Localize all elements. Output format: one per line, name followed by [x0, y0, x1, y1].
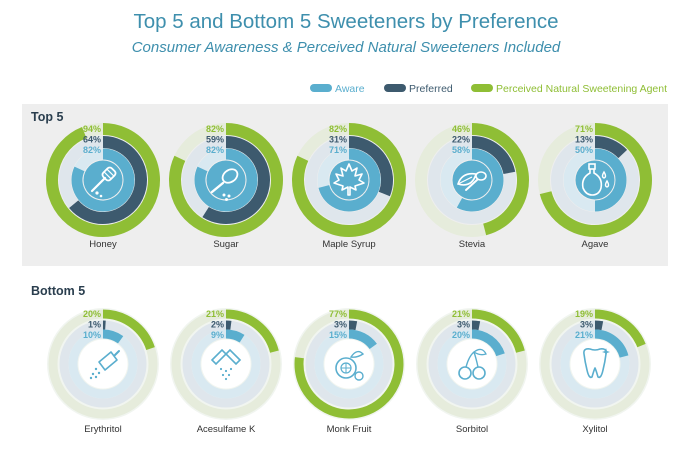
aware-arc	[471, 329, 505, 357]
aware-arc	[71, 148, 135, 212]
item-label: Erythritol	[84, 424, 121, 435]
item-label: Acesulfame K	[197, 424, 256, 435]
natural-value: 71%	[575, 124, 593, 134]
legend: Aware Preferred Perceived Natural Sweete…	[310, 83, 667, 95]
natural-arc	[169, 123, 283, 237]
preferred-value: 59%	[206, 135, 224, 145]
donut-acesulfame-k: 21%2%9% Acesulfame K	[170, 308, 282, 435]
aware-arc	[594, 148, 627, 212]
aware-arc	[348, 329, 377, 350]
donut-charts: 94%64%82%Honey82%59%82%Sugar82%31%71%Map…	[46, 123, 652, 435]
donut-honey: 94%64%82% Honey	[46, 123, 160, 250]
donut-xylitol: 19%3%21% Xylitol	[539, 308, 651, 435]
aware-value: 15%	[329, 330, 347, 340]
item-label: Sugar	[213, 239, 238, 250]
donut-sugar: 82%59%82% Sugar	[169, 123, 283, 250]
item-label: Stevia	[459, 239, 486, 250]
preferred-value: 64%	[83, 135, 101, 145]
chart-title: Top 5 and Bottom 5 Sweeteners by Prefere…	[133, 10, 558, 33]
aware-arc	[194, 148, 258, 212]
donut-stevia: 46%22%58% Stevia	[415, 123, 529, 250]
icon-disc	[201, 339, 251, 389]
icon-disc	[447, 339, 497, 389]
item-label: Agave	[582, 239, 609, 250]
aware-value: 9%	[211, 330, 224, 340]
preferred-arc	[471, 320, 481, 331]
legend-label-aware: Aware	[335, 83, 365, 95]
chart-subtitle: Consumer Awareness & Perceived Natural S…	[132, 39, 561, 56]
legend-label-preferred: Preferred	[409, 83, 453, 95]
aware-value: 58%	[452, 145, 470, 155]
legend-swatch-natural	[471, 84, 493, 92]
natural-value: 77%	[329, 309, 347, 319]
aware-arc	[456, 148, 504, 212]
preferred-value: 3%	[457, 320, 470, 330]
item-label: Sorbitol	[456, 424, 488, 435]
natural-arc	[292, 123, 406, 237]
item-label: Honey	[89, 239, 117, 250]
aware-value: 82%	[83, 145, 101, 155]
natural-value: 21%	[206, 309, 224, 319]
natural-arc	[539, 123, 652, 237]
preferred-arc	[202, 136, 270, 224]
item-label: Xylitol	[582, 424, 607, 435]
natural-value: 46%	[452, 124, 470, 134]
preferred-value: 13%	[575, 135, 593, 145]
natural-arc	[225, 309, 279, 353]
section-label-bottom-5: Bottom 5	[31, 284, 85, 298]
preferred-value: 2%	[211, 320, 224, 330]
preferred-value: 1%	[88, 320, 101, 330]
icon-disc	[329, 160, 369, 200]
aware-value: 21%	[575, 330, 593, 340]
item-label: Maple Syrup	[322, 239, 375, 250]
natural-arc	[102, 309, 155, 351]
natural-value: 94%	[83, 124, 101, 134]
icon-disc	[575, 160, 615, 200]
legend-swatch-aware	[310, 84, 332, 92]
item-label: Monk Fruit	[327, 424, 372, 435]
aware-arc	[318, 148, 381, 212]
natural-arc	[471, 123, 529, 236]
preferred-arc	[471, 136, 516, 175]
donut-sorbitol: 21%3%20% Sorbitol	[416, 308, 528, 435]
natural-value: 21%	[452, 309, 470, 319]
natural-value: 19%	[575, 309, 593, 319]
aware-value: 82%	[206, 145, 224, 155]
aware-value: 20%	[452, 330, 470, 340]
donut-maple-syrup: 82%31%71% Maple Syrup	[292, 123, 406, 250]
icon-disc	[78, 339, 128, 389]
preferred-arc	[594, 136, 628, 159]
aware-value: 71%	[329, 145, 347, 155]
natural-arc	[294, 309, 404, 419]
icon-disc	[206, 160, 246, 200]
aware-arc	[594, 329, 629, 358]
aware-value: 50%	[575, 145, 593, 155]
aware-value: 10%	[83, 330, 101, 340]
natural-value: 20%	[83, 309, 101, 319]
legend-swatch-preferred	[384, 84, 406, 92]
preferred-arc	[594, 320, 604, 331]
natural-arc	[594, 309, 646, 348]
preferred-arc	[348, 320, 358, 331]
icon-disc	[570, 339, 620, 389]
natural-value: 82%	[329, 124, 347, 134]
aware-arc	[102, 329, 124, 344]
preferred-value: 3%	[334, 320, 347, 330]
preferred-arc	[69, 136, 147, 224]
preferred-value: 22%	[452, 135, 470, 145]
preferred-value: 31%	[329, 135, 347, 145]
aware-arc	[225, 329, 245, 343]
donut-erythritol: 20%1%10% Erythritol	[47, 308, 159, 435]
natural-arc	[46, 123, 160, 237]
icon-disc	[452, 160, 492, 200]
natural-arc	[471, 309, 525, 353]
legend-label-natural: Perceived Natural Sweetening Agent	[496, 83, 667, 95]
donut-agave: 71%13%50% Agave	[538, 123, 652, 250]
preferred-value: 3%	[580, 320, 593, 330]
donut-monk-fruit: 77%3%15% Monk Fruit	[293, 308, 405, 435]
preferred-arc	[348, 136, 393, 197]
section-label-top-5: Top 5	[31, 110, 63, 124]
natural-value: 82%	[206, 124, 224, 134]
